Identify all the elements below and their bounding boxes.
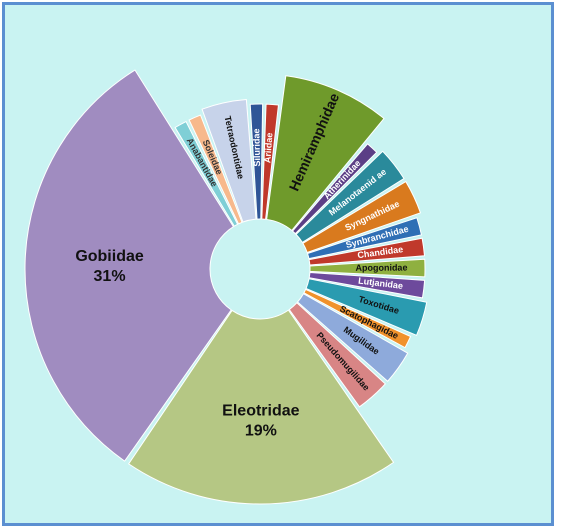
slice-name: Gobiidae bbox=[75, 248, 144, 265]
slice-label-eleotridae: Eleotridae 19% bbox=[222, 402, 299, 439]
pie-slice-atherinidae bbox=[291, 143, 378, 235]
pie-slice-synbranchidae bbox=[306, 217, 423, 260]
pie-slice-lutjanidae bbox=[308, 271, 426, 299]
slice-label-ariidae: Ariidae bbox=[262, 132, 274, 163]
pie-slice-gobiidae bbox=[24, 69, 235, 462]
slice-percent: 19% bbox=[245, 422, 277, 439]
pie-slice-tetraodontidae bbox=[201, 99, 257, 223]
slice-name: Siluridae bbox=[251, 128, 262, 166]
pie-slice-anabantidae bbox=[174, 120, 239, 227]
pie-slice-scatophagidae bbox=[303, 288, 412, 349]
pie-slice-eleotridae bbox=[127, 309, 395, 505]
slice-name: Eleotridae bbox=[222, 402, 299, 419]
slice-percent: 31% bbox=[94, 268, 126, 285]
slice-label-siluridae: Siluridae bbox=[251, 128, 262, 166]
pie-slice-chandidae bbox=[308, 237, 426, 266]
pie-slice-pseudomugilidae bbox=[288, 302, 387, 408]
pie-slice-melanotaenid-ae bbox=[295, 150, 405, 244]
pie-slice-hemiramphidae bbox=[266, 75, 385, 232]
pie-slice-toxotidae bbox=[305, 278, 428, 336]
slice-label-apogonidae: Apogonidae bbox=[355, 263, 407, 273]
slice-name: Ariidae bbox=[262, 132, 274, 163]
pie-slice-apogonidae bbox=[309, 258, 426, 278]
pie-slice-mugilidae bbox=[296, 293, 409, 382]
pie-slice-ariidae bbox=[261, 103, 280, 220]
pie-slice-siluridae bbox=[249, 103, 264, 220]
chart-frame: Siluridae Ariidae Hemiramphidae Atherinidae… bbox=[2, 2, 554, 526]
slice-name: Apogonidae bbox=[355, 263, 407, 273]
pie-slice-soleidae bbox=[188, 114, 243, 225]
pie-slice-syngnathidae bbox=[302, 180, 422, 254]
pie-chart: Siluridae Ariidae HemiramphidaeAtherinidae… bbox=[24, 69, 428, 505]
slice-label-gobiidae: Gobiidae 31% bbox=[75, 248, 144, 285]
